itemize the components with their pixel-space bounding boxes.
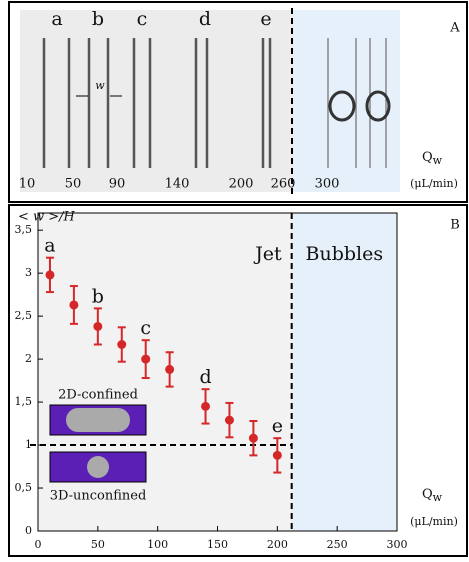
point (117, 339, 127, 349)
jet-photo (20, 10, 292, 192)
y-tick-label: 2,5 (15, 309, 33, 322)
region-label: Jet (253, 243, 282, 265)
plot-background (38, 213, 292, 531)
jet-letter: b (92, 8, 104, 30)
x-tick-label: 200 (267, 538, 288, 551)
width-symbol: w (95, 79, 105, 92)
point (141, 354, 151, 364)
point (45, 270, 55, 280)
y-tick-label: 2 (25, 352, 32, 365)
flow-label: 90 (109, 177, 126, 192)
region-label: Bubbles (306, 243, 384, 265)
flow-label: 300 (315, 177, 340, 192)
droplet (87, 456, 109, 478)
inset-label: 3D-unconfined (50, 489, 147, 504)
point (248, 433, 258, 443)
point-label: a (44, 235, 55, 257)
flow-label: 200 (229, 177, 254, 192)
inset-label: 2D-confined (58, 388, 138, 403)
x-axis-label: Qw (422, 487, 443, 505)
y-tick-label: 0,5 (15, 481, 33, 494)
y-tick-label: 3 (25, 266, 32, 279)
q: Q (422, 150, 433, 165)
x-tick-label: 0 (35, 538, 42, 551)
axis-label: Qw (422, 150, 443, 168)
bubble-region (291, 213, 397, 531)
y-tick-label: 0 (25, 524, 32, 537)
point-label: b (92, 285, 104, 307)
panel-label: B (450, 218, 460, 233)
point (201, 401, 211, 411)
point-label: c (140, 317, 151, 339)
unit: (μL/min) (410, 177, 458, 190)
point (69, 300, 79, 310)
jet-walls (42, 38, 387, 168)
x-tick-label: 300 (387, 538, 408, 551)
x-tick-label: 100 (147, 538, 168, 551)
point (165, 364, 175, 374)
x-tick-label: 250 (327, 538, 348, 551)
y-axis-label: < w >/H (18, 210, 76, 225)
y-tick-label: 1,5 (15, 395, 33, 408)
bubble (328, 90, 356, 122)
flow-label: 140 (165, 177, 190, 192)
panel-label: A (449, 21, 460, 36)
x-tick-label: 50 (91, 538, 105, 551)
flow-label: 260 (271, 177, 296, 192)
jet-letter: a (51, 8, 62, 30)
y-tick-label: 1 (25, 438, 32, 451)
point (272, 450, 282, 460)
bubble-photo (292, 10, 400, 192)
y-tick-label: 3,5 (15, 223, 33, 236)
subscript: w (433, 154, 443, 167)
x-tick-label: 150 (207, 538, 228, 551)
point (93, 321, 103, 331)
x-unit: (μL/min) (410, 515, 458, 528)
jet-letter: d (199, 8, 211, 30)
point (224, 415, 234, 425)
droplet (66, 408, 130, 432)
subscript: w (433, 491, 443, 504)
bubble (365, 90, 391, 122)
point-label: e (272, 415, 283, 437)
point-label: d (199, 366, 211, 388)
jet-letter: e (260, 8, 271, 30)
flow-label: 50 (65, 177, 82, 192)
jet-letter: c (137, 8, 148, 30)
flow-label: 10 (19, 177, 36, 192)
q: Q (422, 487, 433, 502)
